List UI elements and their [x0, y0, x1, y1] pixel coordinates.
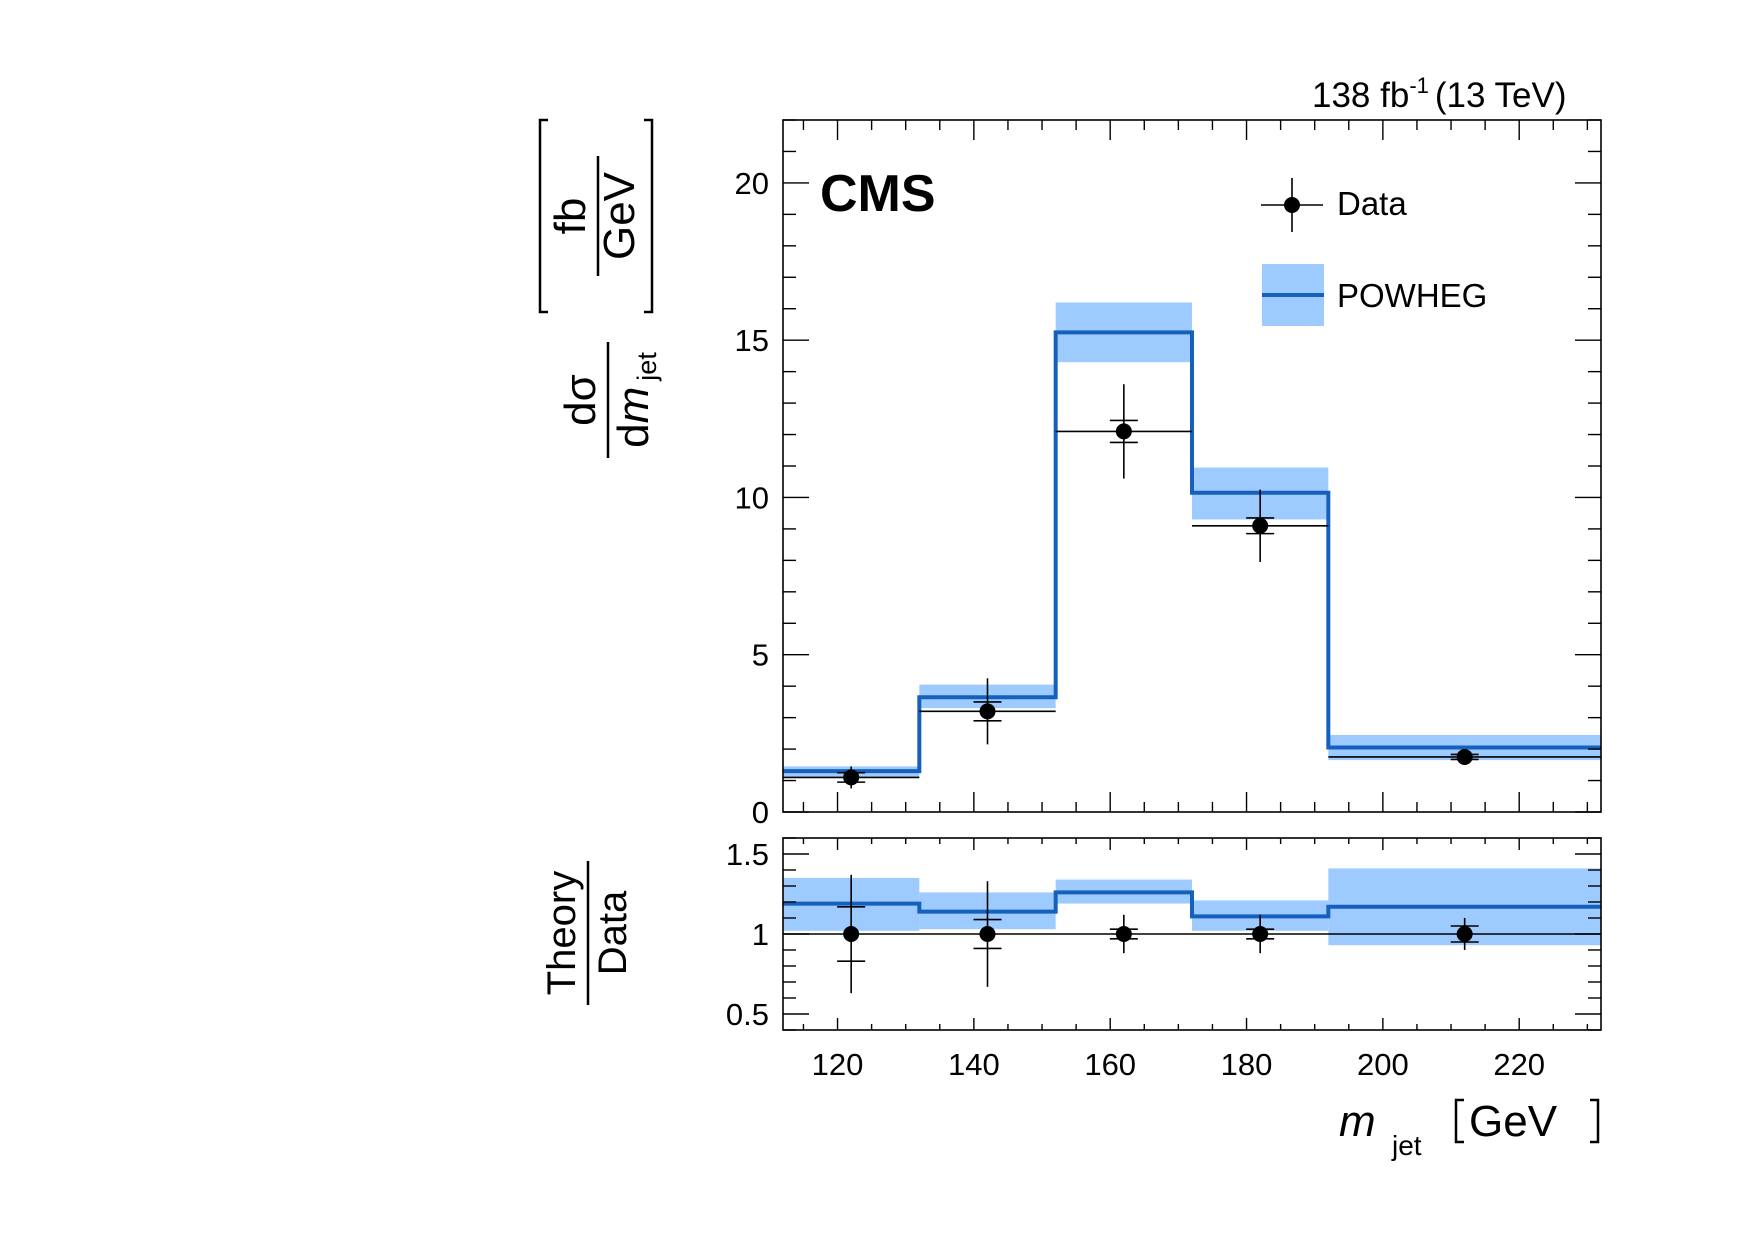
- ratio-ytick-label-0: 0.5: [726, 997, 769, 1032]
- ratio-y-tick-labels: 0.5 1 1.5: [726, 837, 769, 1032]
- lumi-exponent: -1: [1409, 73, 1429, 98]
- ratio-ylabel-num: Theory: [540, 871, 584, 996]
- luminance-label: 138 fb-1 (13 TeV): [1312, 73, 1567, 115]
- ylabel-den-d: d: [609, 423, 658, 447]
- main-data-point-0: [843, 769, 860, 786]
- ylabel-bracket-left: [538, 118, 548, 314]
- ylabel-den-sub: jet: [632, 352, 662, 382]
- experiment-label: CMS: [820, 165, 936, 223]
- ratio-data-point-2: [1115, 926, 1132, 942]
- xtick-label-5: 220: [1493, 1047, 1545, 1082]
- xtick-label-4: 200: [1357, 1047, 1409, 1082]
- ylabel-den-m: m: [609, 387, 658, 424]
- energy-label: (13 TeV): [1435, 76, 1567, 115]
- main-data-point-4: [1456, 748, 1473, 765]
- main-model-step: [783, 330, 1601, 774]
- ratio-y-axis-title: Theory Data: [540, 861, 635, 1005]
- xtick-label-0: 120: [812, 1047, 864, 1082]
- ratio-ytick-label-1: 1: [752, 917, 769, 952]
- x-tick-labels: 120 140 160 180 200 220: [812, 1047, 1545, 1082]
- ratio-model-step: [783, 890, 1601, 919]
- main-data-series: [783, 384, 1601, 789]
- ratio-data-series: [783, 874, 1601, 994]
- ratio-panel-frame: [782, 837, 1602, 1031]
- main-data-point-3: [1252, 517, 1269, 534]
- main-ytick-label-2: 10: [735, 480, 769, 515]
- xtick-label-2: 160: [1084, 1047, 1136, 1082]
- xlabel-bracket-left: [1454, 1098, 1464, 1144]
- main-ytick-label-4: 20: [735, 166, 769, 201]
- ratio-data-point-0: [843, 926, 860, 942]
- xlabel-bracket-right: [1590, 1098, 1600, 1144]
- ratio-data-point-3: [1252, 926, 1269, 942]
- xlabel-sub: jet: [1391, 1130, 1422, 1161]
- main-ytick-label-0: 0: [752, 795, 769, 830]
- main-ytick-label-1: 5: [752, 638, 769, 673]
- main-ytick-label-3: 15: [735, 323, 769, 358]
- legend-data-label: Data: [1337, 185, 1407, 222]
- ylabel-numerator: dσ: [556, 374, 605, 426]
- main-y-tick-labels: 0 5 10 15 20: [735, 166, 769, 830]
- ratio-model-line: [783, 890, 1601, 919]
- lumi-value: 138 fb: [1312, 76, 1409, 115]
- main-data-point-2: [1115, 423, 1132, 440]
- main-model-line: [783, 330, 1601, 774]
- xlabel-unit: GeV: [1469, 1097, 1558, 1146]
- xtick-label-1: 140: [948, 1047, 1000, 1082]
- ratio-ytick-label-2: 1.5: [726, 837, 769, 872]
- legend: Data POWHEG: [1261, 178, 1487, 326]
- ratio-data-point-4: [1456, 926, 1473, 942]
- xlabel-m: m: [1339, 1097, 1376, 1146]
- x-axis-title: m jet GeV: [1339, 1097, 1600, 1161]
- ylabel-bracket-right: [644, 118, 654, 314]
- main-data-point-1: [979, 703, 996, 720]
- ylabel-denominator: dm jet: [609, 352, 662, 448]
- main-y-axis-title: dσ dm jet fb GeV: [538, 118, 662, 458]
- ratio-data-point-1: [979, 926, 996, 942]
- legend-model-label: POWHEG: [1337, 277, 1487, 314]
- ylabel-unit-den: GeV: [595, 171, 644, 260]
- ylabel-unit-num: fb: [546, 198, 595, 235]
- xtick-label-3: 180: [1221, 1047, 1273, 1082]
- ratio-ylabel-den: Data: [591, 890, 635, 975]
- main-panel-frame: [782, 119, 1602, 813]
- legend-data-marker: [1284, 197, 1300, 213]
